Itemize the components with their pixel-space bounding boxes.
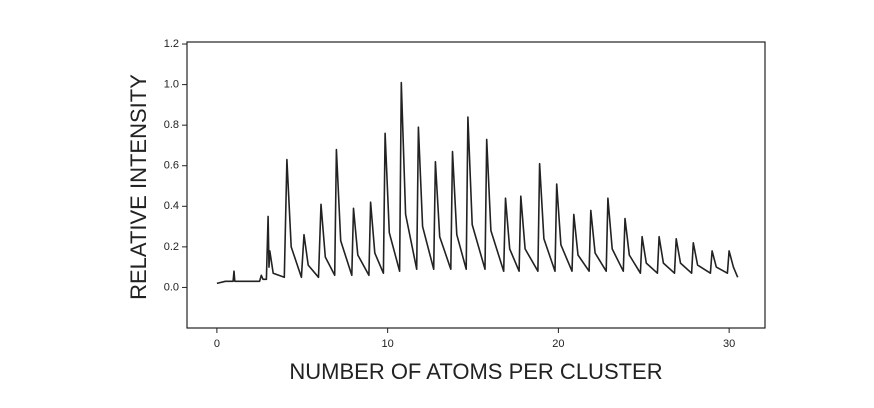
y-axis-label: RELATIVE INTENSITY (126, 74, 151, 300)
x-tick-label: 0 (214, 338, 220, 350)
y-tick-label: 0.0 (164, 281, 179, 293)
x-tick-label: 10 (382, 338, 394, 350)
y-tick-label: 0.6 (164, 160, 179, 172)
y-tick-label: 1.0 (164, 79, 179, 91)
x-tick-label: 30 (723, 338, 735, 350)
y-tick-label: 1.2 (164, 38, 179, 50)
y-tick-label: 0.4 (164, 200, 179, 212)
spectrum-line (216, 81, 739, 285)
x-tick-label: 20 (552, 338, 564, 350)
x-axis-label: NUMBER OF ATOMS PER CLUSTER (289, 359, 662, 384)
y-tick-label: 0.2 (164, 241, 179, 253)
plot-frame (186, 41, 766, 329)
y-tick-label: 0.8 (164, 119, 179, 131)
